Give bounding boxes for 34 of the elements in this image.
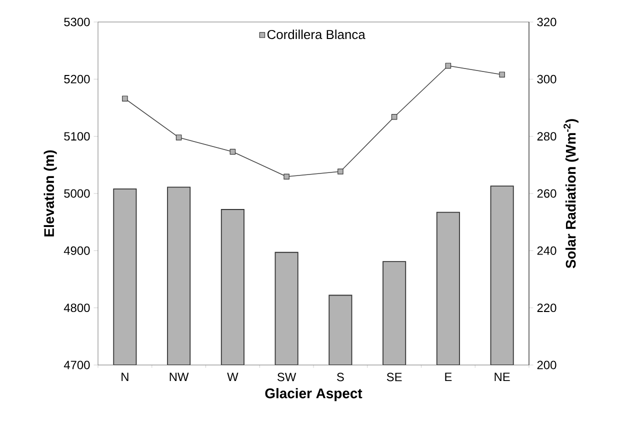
x-axis-title: Glacier Aspect xyxy=(265,388,362,402)
y-tick-label: 4700 xyxy=(64,360,90,370)
y2-tick-label: 200 xyxy=(537,360,556,370)
y-tick-label: 5300 xyxy=(64,18,90,26)
x-tick-label: S xyxy=(336,372,344,382)
y-tick-label: 5100 xyxy=(64,132,90,141)
point xyxy=(176,134,182,140)
x-tick-label: NE xyxy=(494,372,510,381)
y-tick-label: 4900 xyxy=(64,246,90,255)
point xyxy=(122,96,128,102)
y2-tick-label: 260 xyxy=(537,189,556,198)
y2-tick-label: 300 xyxy=(537,74,556,84)
point xyxy=(391,114,398,120)
y2-axis-title: Solar Radiation (Wm$^{-2}$) xyxy=(564,119,578,268)
point xyxy=(445,62,452,69)
x-tick-label: SE xyxy=(386,372,402,382)
y-tick-label: 4800 xyxy=(64,304,90,312)
point xyxy=(499,72,505,78)
y-tick-label: 5200 xyxy=(64,74,90,84)
x-tick-label: NW xyxy=(170,372,189,381)
y2-tick-label: 320 xyxy=(537,18,556,26)
point xyxy=(230,148,236,155)
x-tick-label: N xyxy=(122,372,128,381)
x-tick-label: W xyxy=(227,372,238,381)
y2-tick-label: 240 xyxy=(537,246,556,255)
x-tick-label: SW xyxy=(277,372,296,382)
point xyxy=(284,174,290,180)
legend-label: Cordillera Blanca xyxy=(267,30,366,40)
x-tick-label: E xyxy=(445,372,452,381)
point xyxy=(338,168,344,174)
y2-tick-label: 280 xyxy=(537,132,556,141)
y2-tick-label: 220 xyxy=(537,304,556,312)
y-tick-label: 5000 xyxy=(64,189,90,198)
y-axis-title: Elevation (m) xyxy=(44,150,57,236)
